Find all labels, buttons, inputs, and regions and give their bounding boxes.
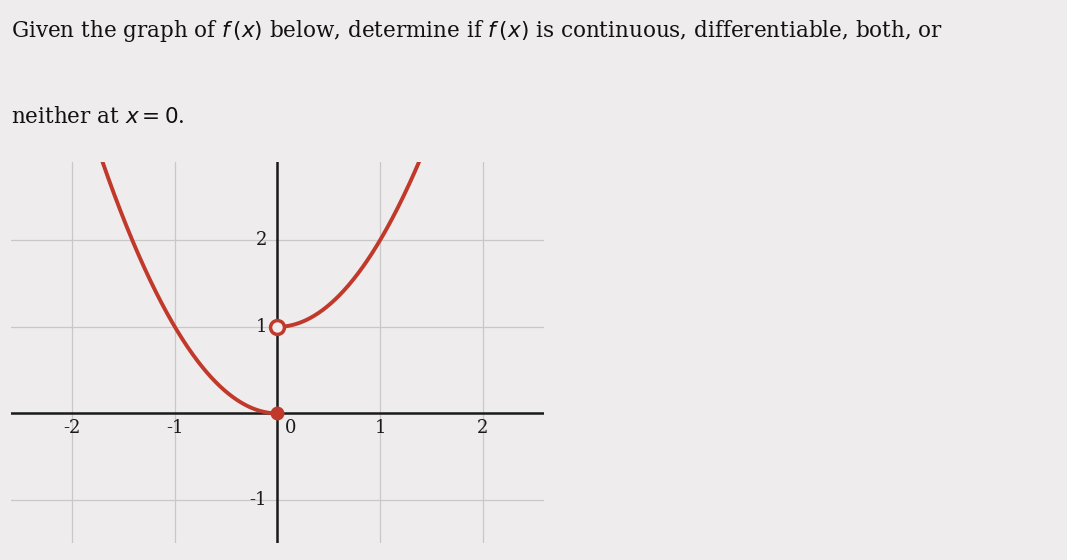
Text: 2: 2 <box>256 231 267 249</box>
Text: -1: -1 <box>166 419 184 437</box>
Text: -2: -2 <box>64 419 81 437</box>
Text: 1: 1 <box>256 318 267 336</box>
Text: Given the graph of $f\,(x)$ below, determine if $f\,(x)$ is continuous, differen: Given the graph of $f\,(x)$ below, deter… <box>11 18 943 44</box>
Text: 1: 1 <box>375 419 386 437</box>
Text: -1: -1 <box>250 491 267 509</box>
Text: 0: 0 <box>285 419 297 437</box>
Text: 2: 2 <box>477 419 489 437</box>
Text: neither at $x = 0$.: neither at $x = 0$. <box>11 106 185 128</box>
